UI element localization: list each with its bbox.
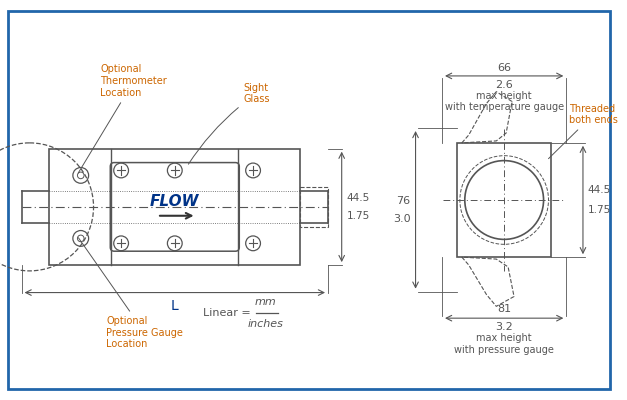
Text: mm: mm <box>255 297 277 307</box>
Text: 44.5: 44.5 <box>347 193 370 203</box>
Text: max height
with temperature gauge: max height with temperature gauge <box>445 91 564 112</box>
Bar <box>300 187 328 226</box>
Text: 3.2: 3.2 <box>495 322 513 332</box>
Text: 1.75: 1.75 <box>588 205 611 215</box>
Text: Optional
Pressure Gauge
Location: Optional Pressure Gauge Location <box>78 238 183 349</box>
Text: 2.6: 2.6 <box>495 80 513 90</box>
Text: Optional
Thermometer
Location: Optional Thermometer Location <box>78 64 167 173</box>
Text: 66: 66 <box>497 63 511 73</box>
Text: max height
with pressure gauge: max height with pressure gauge <box>454 333 554 354</box>
Text: 81: 81 <box>497 304 511 314</box>
Text: 44.5: 44.5 <box>588 185 611 195</box>
Text: 1.75: 1.75 <box>347 211 370 221</box>
Text: 76: 76 <box>396 196 411 206</box>
Text: Threaded
both ends: Threaded both ends <box>549 104 618 159</box>
Text: Sight
Glass: Sight Glass <box>188 83 270 164</box>
Text: FLOW: FLOW <box>150 194 199 210</box>
Text: 3.0: 3.0 <box>393 214 411 224</box>
Text: Linear =: Linear = <box>203 308 254 318</box>
Text: L: L <box>171 300 179 314</box>
Text: inches: inches <box>248 319 284 329</box>
Bar <box>457 143 551 257</box>
Bar <box>50 149 300 265</box>
